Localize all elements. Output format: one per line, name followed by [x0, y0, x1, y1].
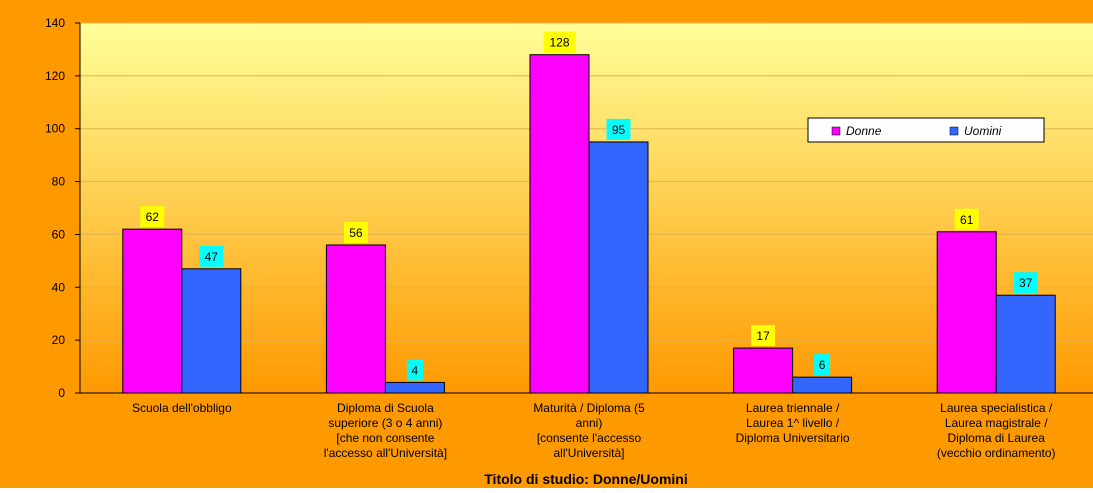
- y-tick-label: 100: [45, 122, 65, 136]
- x-category-label: Laurea specialistica / Laurea magistrale …: [937, 401, 1056, 460]
- bar-uomini: [792, 376, 853, 394]
- data-label-donne: 61: [960, 213, 974, 227]
- y-tick-label: 0: [58, 386, 65, 400]
- data-label-bg: [543, 31, 576, 53]
- data-label-bg: [406, 359, 423, 381]
- bar-uomini: [995, 294, 1056, 394]
- x-axis-categories: Scuola dell'obbligo Diploma di Scuola supe…: [132, 401, 1056, 460]
- data-label-bg: [954, 208, 979, 230]
- y-tick-label: 20: [52, 333, 66, 347]
- bar-uomini: [181, 268, 242, 394]
- data-label-bg: [140, 206, 165, 228]
- data-label-bg: [343, 222, 368, 243]
- legend-box: [807, 117, 1045, 143]
- data-label-bg: [199, 245, 224, 267]
- x-category-label: Laurea triennale / Laurea 1^ livello / Dip…: [736, 401, 850, 445]
- data-label-bg: [1013, 272, 1038, 294]
- data-label-bg: [751, 325, 776, 347]
- y-tick-label: 140: [45, 16, 65, 30]
- y-tick-label: 60: [52, 227, 66, 241]
- legend-label-donne: Donne: [846, 124, 882, 138]
- legend-label-uomini: Uomini: [964, 124, 1002, 138]
- bar-donne: [733, 347, 794, 394]
- y-tick-label: 80: [52, 175, 66, 189]
- data-label-uomini: 6: [819, 358, 826, 372]
- bar-donne: [529, 54, 590, 394]
- legend: Donne Uomini: [807, 117, 1045, 143]
- data-labels: 62 47 56 4 128 95 17 6 61 37: [140, 31, 1038, 381]
- y-tick-label: 120: [45, 69, 65, 83]
- data-label-donne: 56: [349, 226, 363, 240]
- y-tick-label: 40: [52, 280, 66, 294]
- data-label-uomini: 4: [412, 363, 419, 377]
- x-category-label: Maturità / Diploma (5 anni) [consente l'ac…: [533, 401, 645, 460]
- chart-title: Titolo di studio: Donne/Uomini: [484, 471, 688, 487]
- data-label-uomini: 95: [612, 123, 626, 137]
- data-label-bg: [606, 118, 631, 140]
- bars: [122, 54, 1056, 394]
- legend-swatch-uomini: [949, 126, 959, 136]
- bar-donne: [122, 228, 183, 394]
- data-label-uomini: 47: [205, 250, 219, 264]
- data-label-donne: 17: [756, 329, 770, 343]
- data-label-uomini: 37: [1019, 276, 1033, 290]
- bar-uomini: [384, 381, 445, 394]
- x-category-label: Scuola dell'obbligo: [132, 401, 232, 415]
- bar-uomini: [588, 141, 649, 394]
- data-label-donne: 62: [146, 210, 160, 224]
- bar-donne: [325, 244, 386, 394]
- data-label-bg: [814, 354, 831, 376]
- data-label-donne: 128: [549, 36, 569, 50]
- legend-swatch-donne: [831, 126, 841, 136]
- bar-donne: [936, 231, 997, 394]
- x-category-label: Diploma di Scuola superiore (3 o 4 anni)[…: [324, 401, 447, 460]
